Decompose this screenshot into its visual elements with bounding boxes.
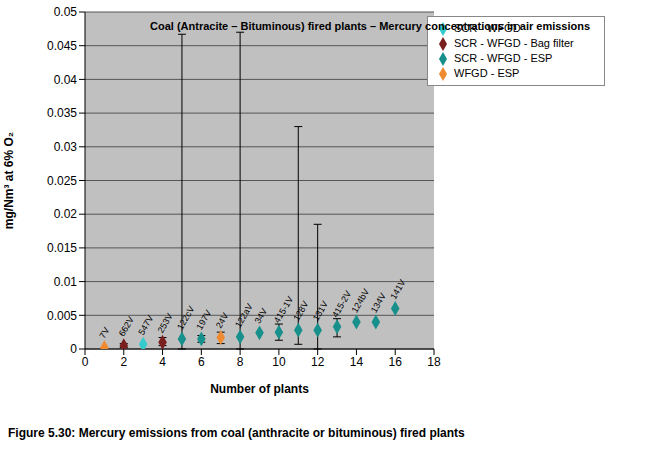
html-text:Figure 5.30: Mercury emissions: Figure 5.30: Mercury emissions from coal… (8, 426, 465, 440)
svg-text:0.005: 0.005 (47, 309, 77, 323)
svg-text:122cV: 122cV (175, 304, 196, 331)
svg-text:12: 12 (311, 355, 325, 369)
svg-text:141V: 141V (388, 278, 407, 301)
svg-text:124bV: 124bV (350, 287, 372, 315)
svg-text:7V: 7V (97, 326, 111, 341)
svg-text:122aV: 122aV (233, 302, 255, 330)
svg-text:0.03: 0.03 (54, 140, 78, 154)
svg-text:18: 18 (427, 355, 441, 369)
svg-text:0.04: 0.04 (54, 73, 78, 87)
svg-text:0.025: 0.025 (47, 174, 77, 188)
svg-text:16: 16 (389, 355, 403, 369)
svg-text:4: 4 (159, 355, 166, 369)
svg-text:0.01: 0.01 (54, 275, 78, 289)
svg-text:197V: 197V (194, 308, 213, 331)
svg-text:0.045: 0.045 (47, 39, 77, 53)
html-text:Coal (Antracite – Bituminous): Coal (Antracite – Bituminous) fired plan… (150, 20, 591, 32)
html-text:WFGD - ESP: WFGD - ESP (454, 67, 520, 80)
svg-text:34V: 34V (253, 306, 270, 325)
svg-text:415-2V: 415-2V (330, 289, 353, 319)
svg-text:10: 10 (272, 355, 286, 369)
svg-text:6: 6 (198, 355, 205, 369)
svg-text:14: 14 (350, 355, 364, 369)
svg-text:8: 8 (237, 355, 244, 369)
svg-text:mg/Nm³ at 6% O₂: mg/Nm³ at 6% O₂ (8, 132, 16, 229)
html-text:SCR - WFGD: SCR - WFGD (454, 22, 521, 34)
svg-text:0.05: 0.05 (54, 5, 78, 19)
svg-text:415-1V: 415-1V (272, 294, 295, 324)
svg-text:0: 0 (70, 342, 77, 356)
svg-text:0.02: 0.02 (54, 207, 78, 221)
svg-text:Number of plants: Number of plants (210, 382, 309, 396)
svg-text:128V: 128V (291, 299, 310, 322)
svg-text:0.015: 0.015 (47, 241, 77, 255)
svg-text:2: 2 (120, 355, 127, 369)
svg-text:0: 0 (82, 355, 89, 369)
svg-text:253V: 253V (156, 312, 175, 335)
html-text:SCR - WFGD - Bag filter: SCR - WFGD - Bag filter (454, 37, 574, 50)
svg-text:131V: 131V (311, 299, 330, 322)
svg-text:547V: 547V (136, 314, 155, 337)
svg-text:134V: 134V (369, 291, 388, 314)
svg-text:24V: 24V (214, 311, 231, 330)
svg-text:662V: 662V (117, 315, 136, 338)
html-text:SCR - WFGD - ESP: SCR - WFGD - ESP (454, 52, 553, 65)
svg-text:0.035: 0.035 (47, 106, 77, 120)
